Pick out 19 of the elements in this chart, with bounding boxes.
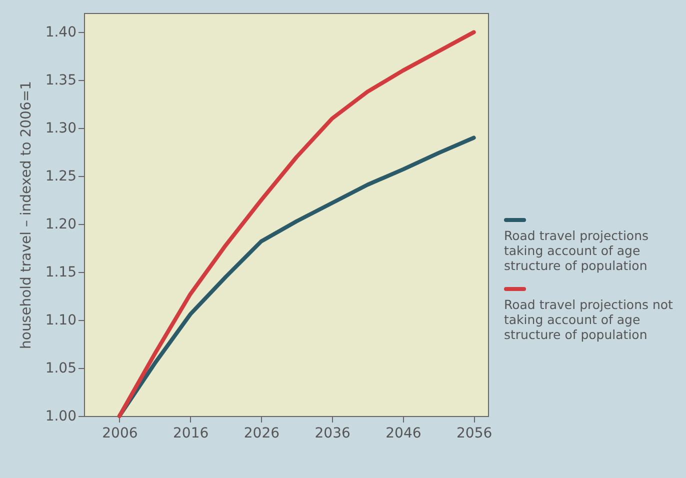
y-tick-label: 1.15 <box>45 264 76 281</box>
y-tick-label: 1.00 <box>45 408 76 424</box>
y-axis-title: household travel – indexed to 2006=1 <box>18 81 34 349</box>
y-tick-label: 1.30 <box>45 120 76 137</box>
legend-label: Road travel projections not taking account of age structure of population <box>504 297 674 342</box>
line-series <box>117 30 476 418</box>
y-tick-label: 1.20 <box>45 216 76 233</box>
x-tick-label: 2026 <box>244 426 280 442</box>
y-tick-label: 1.40 <box>45 24 76 41</box>
legend-label: Road travel projections taking account of age structure of population <box>504 228 650 273</box>
x-tick-label: 2046 <box>386 426 422 442</box>
y-tick-label: 1.35 <box>45 72 76 89</box>
y-tick-label: 1.05 <box>45 360 76 377</box>
y-tick-label: 1.10 <box>45 312 76 329</box>
x-tick-label: 2056 <box>456 426 492 442</box>
y-tick-label: 1.25 <box>45 168 76 185</box>
x-tick-label: 2036 <box>314 426 350 442</box>
x-tick-label: 2006 <box>102 426 138 442</box>
x-tick-label: 2016 <box>172 426 209 442</box>
